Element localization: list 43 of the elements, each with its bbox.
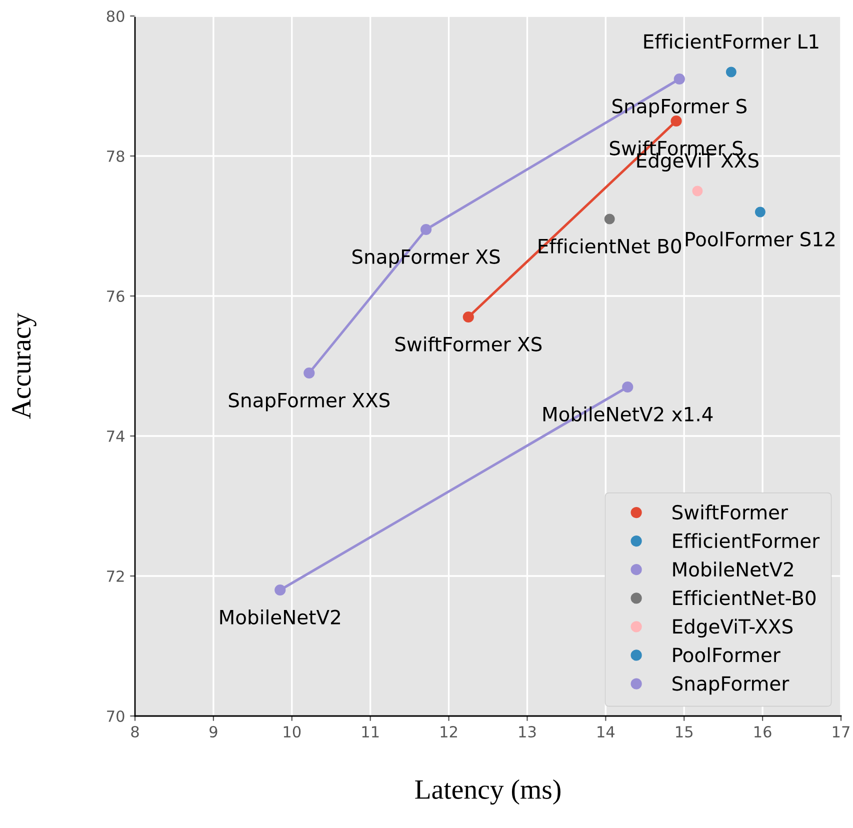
point bbox=[274, 584, 286, 596]
point bbox=[304, 367, 315, 379]
point bbox=[622, 381, 634, 393]
legend-label: EfficientFormer bbox=[673, 533, 820, 548]
y-tick-label: 80 bbox=[106, 10, 124, 22]
legend-label: MobileNetV2 bbox=[673, 562, 793, 577]
x-tick-label: 9 bbox=[210, 726, 218, 738]
x-axis-title: Latency (ms) bbox=[415, 779, 560, 805]
point bbox=[726, 66, 736, 78]
annotation: SwiftFormer XS bbox=[395, 336, 542, 352]
annotation: SnapFormer S bbox=[612, 98, 747, 118]
annotation: MobileNetV2 x1.4 bbox=[543, 406, 713, 422]
x-tick-label: 12 bbox=[440, 726, 457, 738]
point bbox=[462, 311, 474, 323]
legend-label: EfficientNet-B0 bbox=[673, 590, 816, 606]
annotation: MobileNetV2 bbox=[220, 609, 340, 624]
x-tick-label: 16 bbox=[754, 726, 772, 738]
point bbox=[604, 214, 615, 224]
point bbox=[754, 206, 766, 218]
legend-label: EdgeViT-XXS bbox=[673, 618, 793, 638]
annotation: SnapFormer XXS bbox=[228, 392, 390, 412]
y-axis-title: Accuracy bbox=[12, 312, 36, 419]
y-tick-label: 74 bbox=[107, 430, 124, 442]
y-tick-label: 76 bbox=[107, 290, 124, 302]
x-tick-label: 13 bbox=[519, 726, 536, 738]
legend-label: PoolFormer bbox=[673, 647, 780, 662]
point bbox=[420, 224, 432, 236]
x-tick-label: 17 bbox=[832, 726, 850, 738]
annotation: PoolFormer S12 bbox=[686, 231, 834, 246]
point bbox=[692, 186, 703, 196]
y-tick-label: 78 bbox=[107, 150, 124, 162]
y-tick-label: 70 bbox=[107, 710, 124, 722]
annotation: SnapFormer XS bbox=[352, 249, 500, 268]
x-tick-label: 11 bbox=[362, 726, 379, 738]
x-tick-label: 10 bbox=[284, 726, 301, 738]
legend-label: SwiftFormer bbox=[672, 504, 788, 520]
x-tick-label: 15 bbox=[676, 726, 692, 738]
point bbox=[674, 73, 685, 85]
legend-label: SnapFormer bbox=[672, 676, 790, 695]
x-tick-label: 14 bbox=[598, 726, 615, 738]
annotation: EfficientFormer L1 bbox=[644, 34, 818, 49]
y-tick-label: 72 bbox=[107, 570, 124, 582]
x-tick-label: 8 bbox=[131, 726, 139, 738]
